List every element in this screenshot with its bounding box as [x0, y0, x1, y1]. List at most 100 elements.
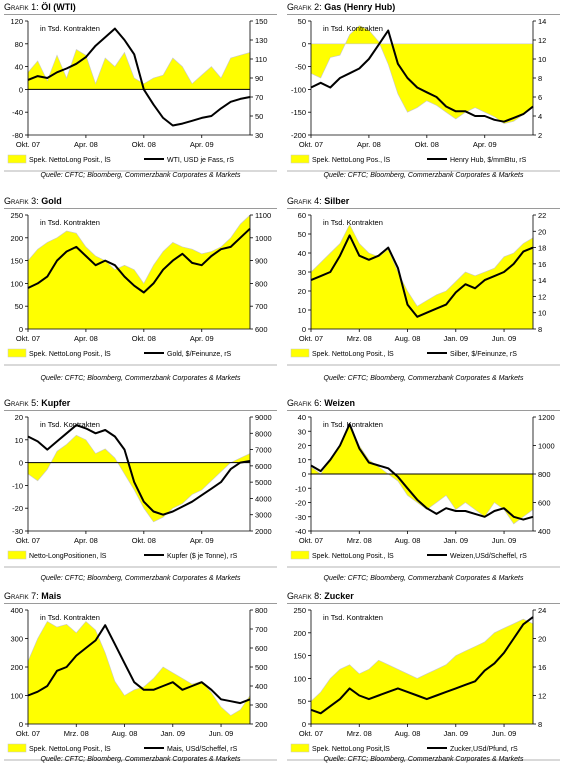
- x-tick-label: Jun. 09: [209, 729, 234, 738]
- x-tick-label: Okt. 07: [16, 334, 40, 343]
- right-tick-label: 12: [538, 692, 546, 701]
- x-tick-label: Okt. 07: [299, 729, 323, 738]
- right-tick-label: 700: [255, 302, 268, 311]
- left-tick-label: 30: [298, 427, 306, 436]
- x-tick-label: Apr. 08: [357, 140, 381, 149]
- left-tick-label: -150: [291, 108, 306, 117]
- x-tick-label: Okt. 08: [132, 140, 156, 149]
- chart-panel-4: Grafik 4: Silber 0 10 20 30 40 50 60 8 10 12 14 16 1…: [287, 195, 560, 367]
- divider: [287, 410, 560, 411]
- x-tick-label: Jan. 09: [160, 729, 185, 738]
- chart-heading: Grafik 6: Weizen: [287, 397, 560, 409]
- chart-heading: Grafik 4: Silber: [287, 195, 560, 207]
- chart-svg: -40 -30 -20 -10 0 10 20 30 40 400 600 800 1000 1200 Ok…: [287, 413, 560, 568]
- right-tick-label: 24: [538, 606, 546, 615]
- left-tick-label: 250: [10, 211, 23, 220]
- chart-heading: Grafik 7: Mais: [4, 590, 277, 602]
- chart-panel-1: Grafik 1: Öl (WTI) -80 -40 0 40 80 120 30 50 70 9…: [4, 1, 277, 173]
- series-area: [27, 214, 251, 330]
- series-area: [310, 618, 534, 725]
- right-tick-label: 2000: [255, 527, 272, 536]
- series-line: [310, 616, 534, 715]
- divider: [287, 14, 560, 15]
- source-note: Quelle: CFTC; Bloomberg, Commerzbank Cor…: [323, 756, 524, 763]
- legend-line-label: Henry Hub, $/mmBtu, rS: [450, 157, 527, 164]
- x-tick-label: Okt. 07: [299, 536, 323, 545]
- series-line: [310, 234, 534, 318]
- legend-area-label: Spek. NettoLong Posit., lS: [312, 351, 394, 358]
- left-tick-label: -40: [12, 108, 23, 117]
- chart-panel-8: Grafik 8: Zucker 0 50 100 150 200 250 8 12 16 20 2…: [287, 590, 560, 762]
- right-tick-label: 4: [538, 112, 542, 121]
- right-tick-label: 90: [255, 74, 263, 83]
- left-tick-label: 200: [293, 629, 306, 638]
- right-tick-label: 800: [538, 470, 551, 479]
- legend-area-label: Spek. NettoLong Posit., lS: [29, 351, 111, 358]
- right-tick-label: 50: [255, 112, 263, 121]
- legend-area-swatch: [7, 154, 27, 164]
- unit-label: in Tsd. Kontrakten: [323, 24, 383, 33]
- x-tick-label: Mrz. 08: [347, 334, 372, 343]
- divider: [4, 14, 277, 15]
- unit-label: in Tsd. Kontrakten: [323, 218, 383, 227]
- x-tick-label: Jun. 09: [492, 334, 517, 343]
- chart-title: Gold: [41, 196, 62, 206]
- unit-label: in Tsd. Kontrakten: [40, 218, 100, 227]
- x-tick-label: Okt. 07: [16, 729, 40, 738]
- right-tick-label: 8: [538, 325, 542, 334]
- right-tick-label: 6000: [255, 462, 272, 471]
- left-tick-label: 250: [293, 606, 306, 615]
- right-tick-label: 70: [255, 93, 263, 102]
- x-tick-label: Okt. 08: [132, 334, 156, 343]
- right-tick-label: 20: [538, 227, 546, 236]
- series-line: [310, 423, 534, 521]
- x-tick-label: Okt. 07: [16, 140, 40, 149]
- legend-line-label: Gold, $/Feinunze, rS: [167, 351, 232, 358]
- left-tick-label: -30: [12, 527, 23, 536]
- legend-line-label: WTI, USD je Fass, rS: [167, 157, 234, 164]
- left-tick-label: -200: [291, 131, 306, 140]
- right-tick-label: 16: [538, 260, 546, 269]
- right-tick-label: 12: [538, 36, 546, 45]
- chart-heading: Grafik 8: Zucker: [287, 590, 560, 602]
- x-tick-label: Mrz. 08: [64, 729, 89, 738]
- chart-title: Gas (Henry Hub): [324, 2, 396, 12]
- right-tick-label: 500: [255, 663, 268, 672]
- chart-number: Grafik 4:: [287, 196, 322, 206]
- left-tick-label: 150: [10, 257, 23, 266]
- right-tick-label: 1000: [538, 442, 555, 451]
- right-tick-label: 16: [538, 663, 546, 672]
- legend-area-label: Spek. NettoLong Posit,lS: [312, 746, 390, 753]
- left-tick-label: 300: [10, 635, 23, 644]
- legend-area-swatch: [290, 550, 310, 560]
- chart-heading: Grafik 2: Gas (Henry Hub): [287, 1, 560, 13]
- series-line: [27, 424, 251, 516]
- legend-area-swatch: [290, 743, 310, 753]
- right-tick-label: 300: [255, 701, 268, 710]
- left-tick-label: 50: [298, 697, 306, 706]
- left-tick-label: 0: [19, 325, 23, 334]
- right-tick-label: 150: [255, 17, 268, 26]
- right-tick-label: 2: [538, 131, 542, 140]
- legend-area-label: Spek. NettoLong Posit., lS: [312, 553, 394, 560]
- legend-line-label: Zucker,USd/Pfund, rS: [450, 746, 518, 753]
- chart-number: Grafik 6:: [287, 398, 322, 408]
- divider: [4, 603, 277, 604]
- series-line: [310, 29, 534, 123]
- series-area: [27, 434, 251, 523]
- right-tick-label: 5000: [255, 478, 272, 487]
- right-tick-label: 200: [255, 720, 268, 729]
- x-tick-label: Mrz. 08: [347, 729, 372, 738]
- chart-number: Grafik 5:: [4, 398, 39, 408]
- chart-heading: Grafik 5: Kupfer: [4, 397, 277, 409]
- x-tick-label: Apr. 09: [190, 140, 214, 149]
- x-tick-label: Apr. 08: [74, 334, 98, 343]
- left-tick-label: -20: [12, 504, 23, 513]
- left-tick-label: 150: [293, 652, 306, 661]
- chart-number: Grafik 8:: [287, 591, 322, 601]
- left-tick-label: 40: [15, 63, 23, 72]
- right-tick-label: 1000: [255, 234, 272, 243]
- right-tick-label: 8000: [255, 429, 272, 438]
- x-tick-label: Okt. 07: [299, 140, 323, 149]
- left-tick-label: 200: [10, 663, 23, 672]
